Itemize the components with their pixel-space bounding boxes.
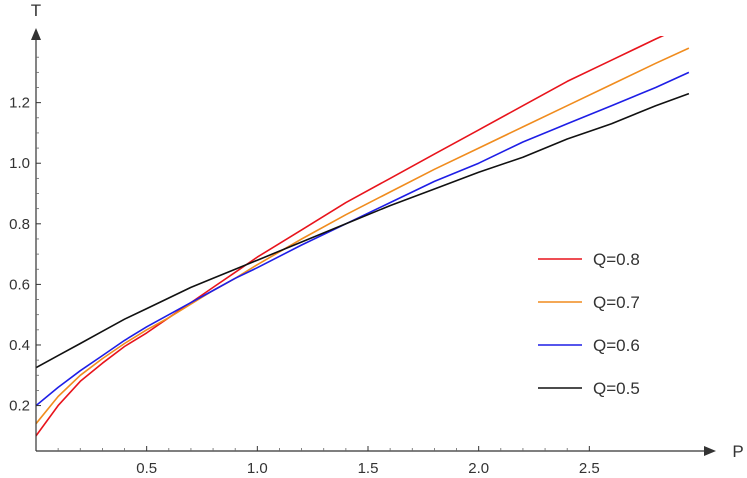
y-tick-label: 0.4 — [9, 337, 30, 354]
series-line-q-0-8 — [36, 36, 665, 437]
y-tick-label: 0.8 — [9, 216, 30, 233]
x-tick-label: 2.0 — [468, 460, 489, 477]
y-tick-label: 0.6 — [9, 276, 30, 293]
ticks-layer: 0.5 1.0 1.5 2.0 2.5 0.2 0.4 0.6 0.8 1.0 1.2 — [9, 56, 600, 477]
legend: Q=0.8 Q=0.7 Q=0.6 Q=0.5 — [538, 250, 640, 398]
series-layer — [36, 36, 690, 437]
x-axis-arrowhead — [704, 446, 716, 456]
x-axis-label: P — [732, 442, 743, 461]
legend-label: Q=0.5 — [593, 379, 640, 398]
series-line-q-0-5 — [36, 92, 690, 369]
axes-layer: P T — [31, 1, 744, 461]
legend-label: Q=0.7 — [593, 293, 640, 312]
y-tick-label: 0.2 — [9, 398, 30, 415]
x-tick-label: 2.5 — [579, 460, 600, 477]
y-axis-label: T — [31, 1, 41, 20]
y-tick-label: 1.2 — [9, 95, 30, 112]
series-line-q-0-7 — [36, 47, 690, 425]
x-tick-label: 1.5 — [358, 460, 379, 477]
series-line-q-0-6 — [36, 71, 690, 407]
y-tick-label: 1.0 — [9, 155, 30, 172]
x-tick-label: 0.5 — [136, 460, 157, 477]
legend-label: Q=0.6 — [593, 336, 640, 355]
x-tick-label: 1.0 — [247, 460, 268, 477]
legend-label: Q=0.8 — [593, 250, 640, 269]
y-axis-arrowhead — [31, 28, 41, 40]
